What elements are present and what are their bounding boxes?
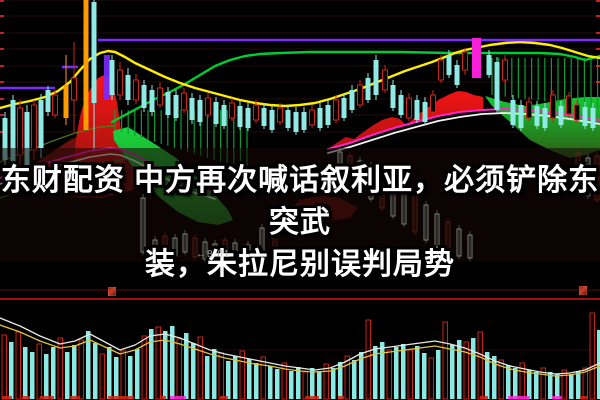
low-price-label: ←8.01 — [196, 249, 230, 260]
chart-marker-icon — [108, 287, 116, 296]
headline-overlay: 东财配资 中方再次喊话叙利亚，必须铲除东突武 装，朱拉尼别误判局势 — [0, 160, 600, 286]
low-price-value: 8.01 — [207, 249, 231, 260]
headline-line1: 东财配资 中方再次喊话叙利亚，必须铲除东突武 — [0, 164, 600, 239]
headline-line2: 装，朱拉尼别误判局势 — [145, 248, 455, 281]
arrow-left-icon: ← — [196, 249, 207, 260]
chart-marker-icon — [579, 286, 587, 295]
